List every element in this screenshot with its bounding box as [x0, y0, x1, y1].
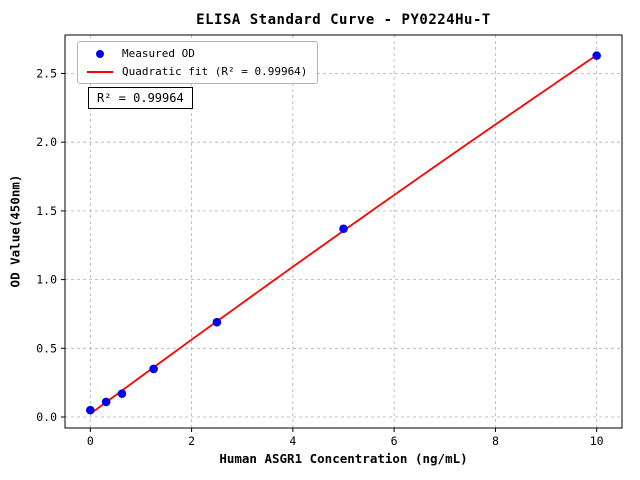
r-squared-annotation: R² = 0.99964: [88, 87, 193, 109]
legend-dot: [96, 49, 104, 58]
legend: Measured OD Quadratic fit (R² = 0.99964): [77, 41, 319, 84]
x-tick-label: 4: [289, 434, 296, 448]
x-tick-label: 10: [590, 434, 604, 448]
data-point: [101, 397, 111, 407]
data-point: [212, 317, 222, 327]
legend-item-quadratic-fit: Quadratic fit (R² = 0.99964): [85, 65, 307, 78]
data-point: [86, 405, 95, 415]
data-point: [117, 389, 127, 398]
legend-label-quadratic-fit: Quadratic fit (R² = 0.99964): [122, 65, 308, 78]
legend-label-measured-od: Measured OD: [122, 47, 195, 60]
x-tick-label: 8: [492, 434, 499, 448]
y-tick-label: 1.5: [36, 204, 57, 218]
y-tick-label: 1.0: [36, 273, 57, 287]
plot-frame: [64, 34, 623, 429]
x-tick-label: 2: [188, 434, 195, 448]
y-tick-label: 2.0: [36, 135, 57, 149]
legend-item-measured-od: Measured OD: [85, 47, 307, 60]
x-tick-label: 6: [391, 434, 398, 448]
y-tick-label: 0.5: [36, 341, 57, 355]
data-point: [339, 224, 348, 234]
x-axis-label: Human ASGR1 Concentration (ng/mL): [219, 451, 468, 466]
data-point: [592, 51, 601, 60]
y-axis-label: OD Value(450nm): [7, 174, 23, 288]
y-tick-label: 0.0: [36, 410, 57, 424]
y-tick-label: 2.5: [36, 66, 57, 80]
fit-line-icon: [85, 70, 115, 73]
scatter-marker-icon: [85, 49, 115, 58]
legend-line: [87, 70, 113, 73]
data-point: [149, 364, 158, 374]
x-tick-label: 0: [87, 434, 94, 448]
chart-title: ELISA Standard Curve - PY0224Hu-T: [196, 12, 491, 28]
